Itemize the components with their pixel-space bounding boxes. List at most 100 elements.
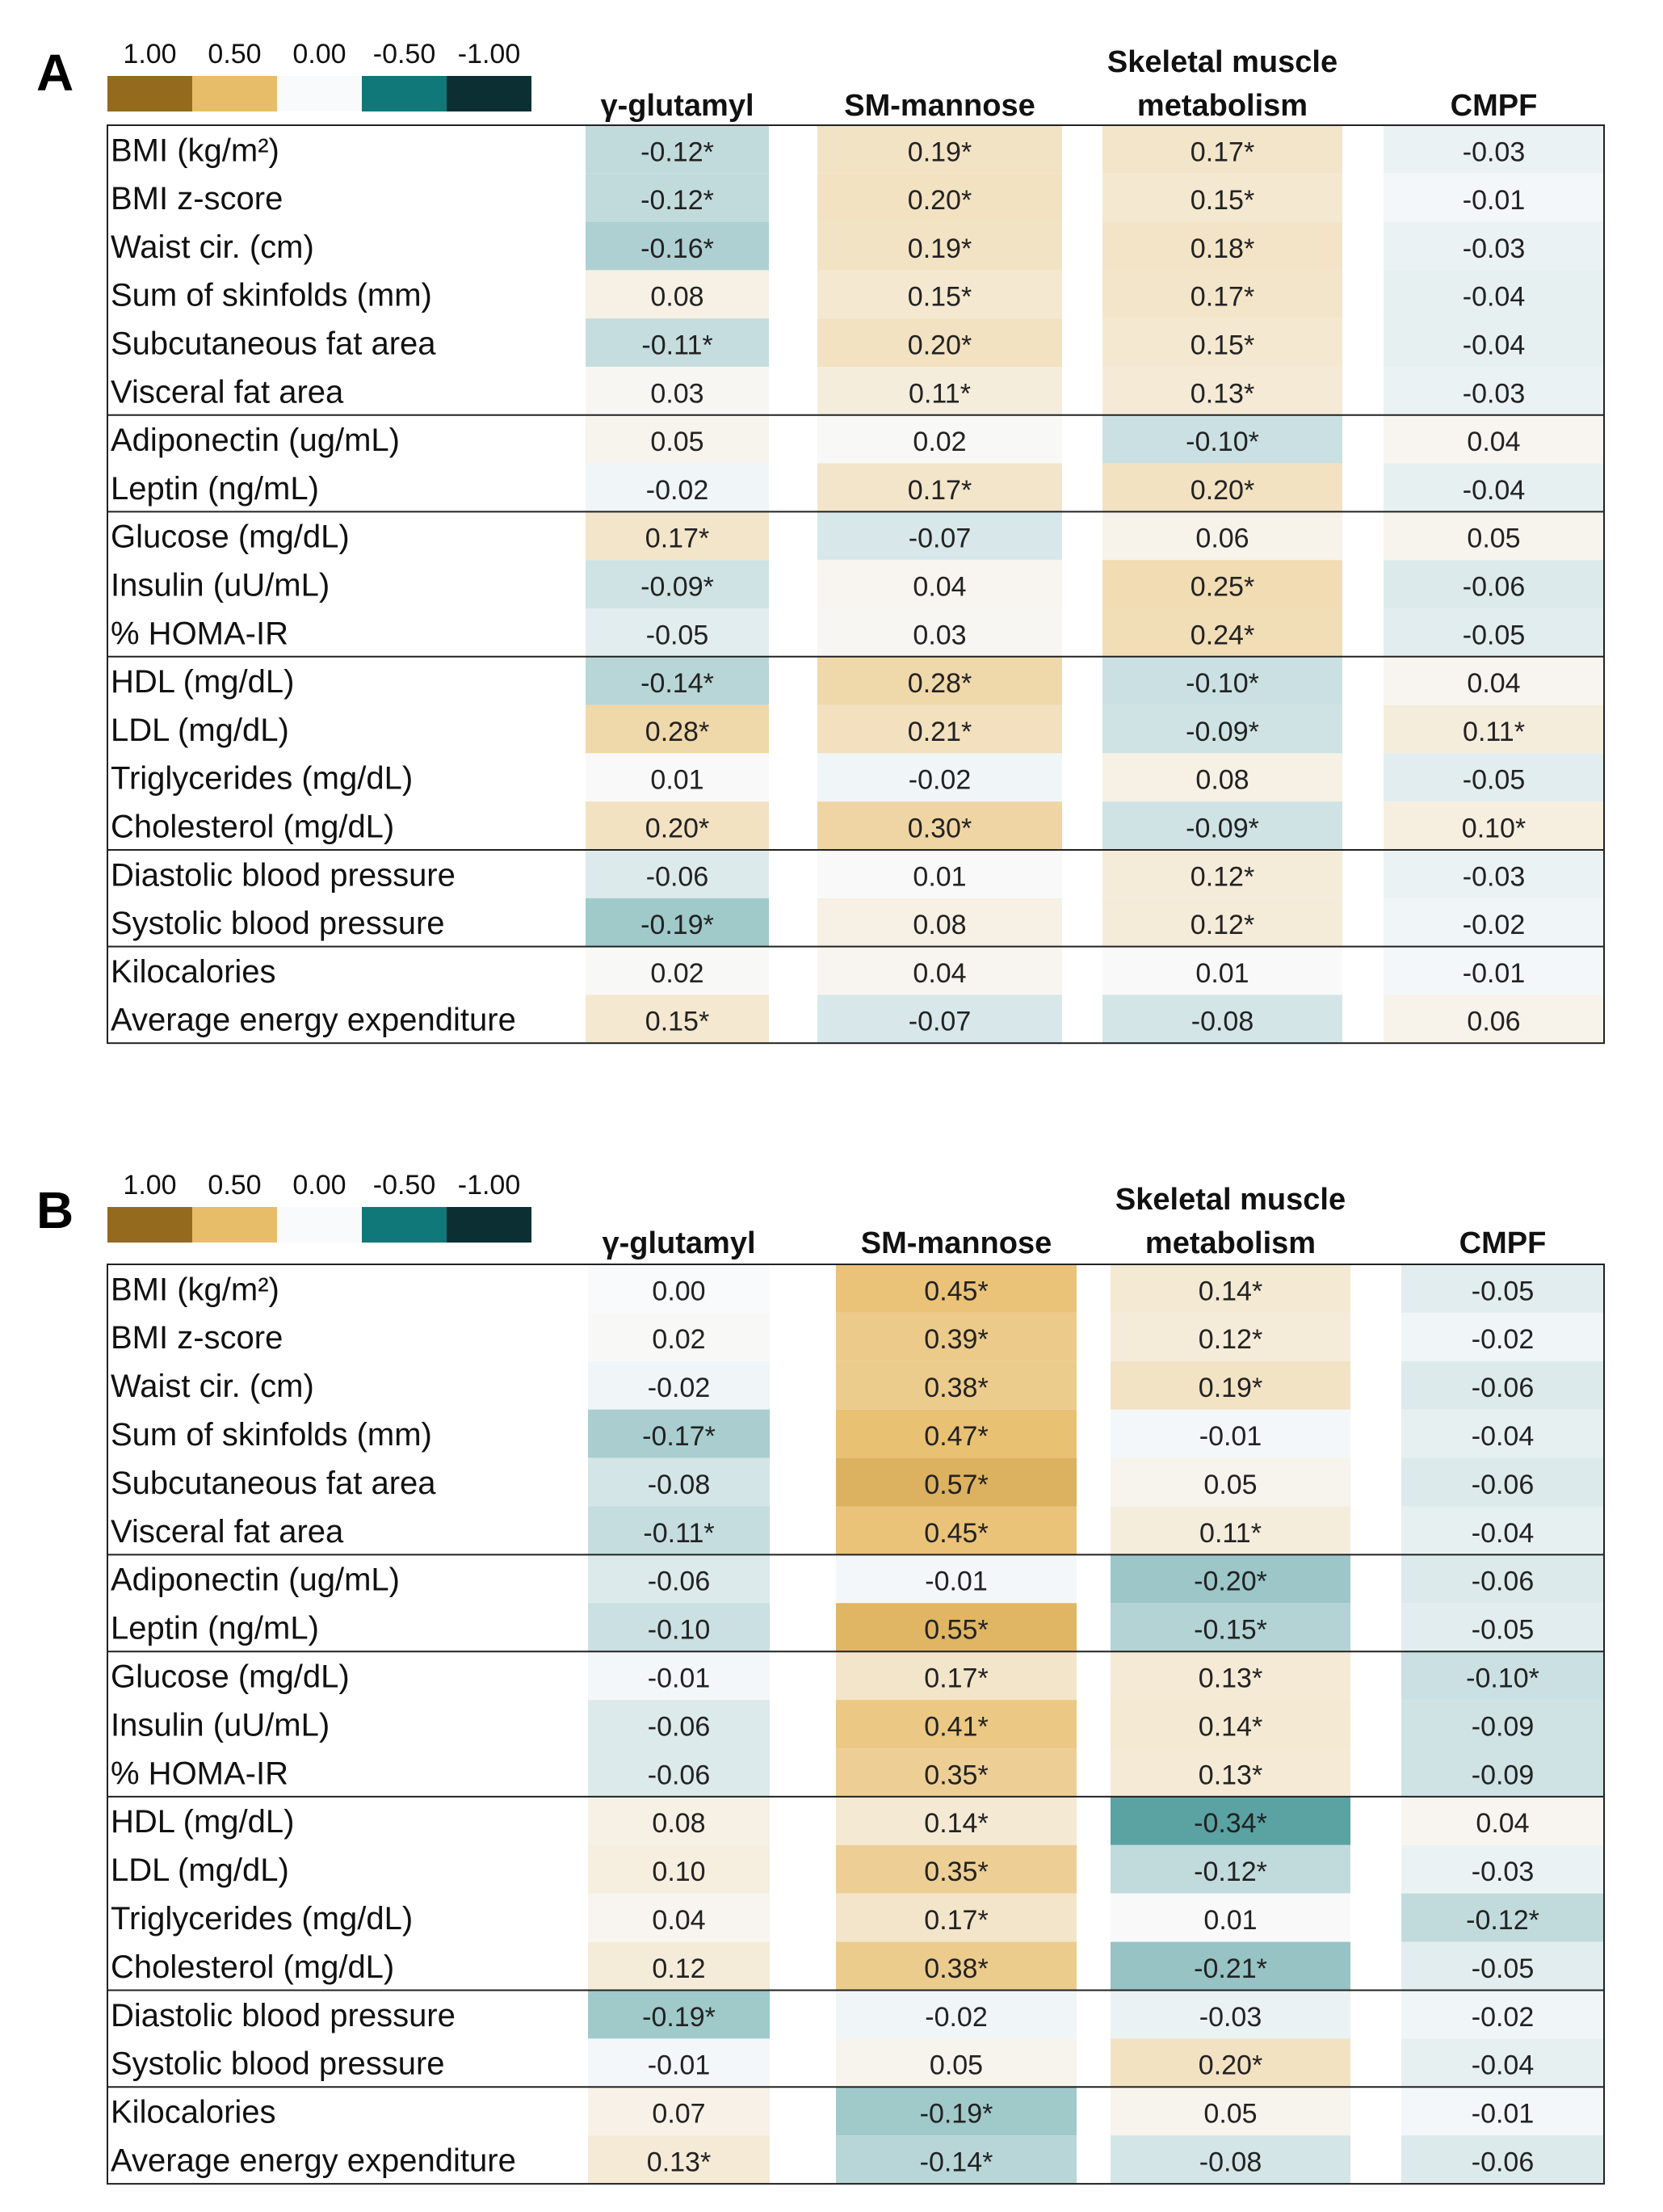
cell-value: -0.01 xyxy=(1463,958,1526,989)
row-label: HDL (mg/dL) xyxy=(111,1804,294,1840)
heatmap-cell xyxy=(1384,173,1604,222)
heatmap-cell xyxy=(1384,850,1604,898)
heatmap-cell xyxy=(1384,125,1604,174)
heatmap-cell xyxy=(586,704,769,754)
legend-tick-label: 1.00 xyxy=(123,39,176,69)
heatmap-cell xyxy=(1102,850,1342,898)
panel-label: A xyxy=(36,44,73,102)
row-label: Glucose (mg/dL) xyxy=(111,519,350,555)
cell-value: -0.16* xyxy=(640,233,714,264)
heatmap-cell xyxy=(1102,221,1342,271)
cell-value: -0.08 xyxy=(1191,1007,1254,1037)
heatmap-cell xyxy=(588,1700,770,1748)
cell-value: -0.19* xyxy=(642,2002,716,2033)
heatmap-cell xyxy=(1384,318,1604,367)
heatmap-cell xyxy=(588,2135,770,2185)
heatmap-cell xyxy=(1384,221,1604,271)
legend-tick-label: 0.00 xyxy=(292,39,346,69)
cell-value: 0.01 xyxy=(913,861,966,892)
cell-value: 0.07 xyxy=(652,2099,705,2130)
legend-tick-label: 0.50 xyxy=(208,39,261,69)
heatmap-cell xyxy=(1102,995,1342,1044)
heatmap-cell xyxy=(817,704,1062,754)
heatmap-cell xyxy=(1102,560,1342,608)
heatmap-cell xyxy=(588,1360,770,1410)
cell-value: -0.01 xyxy=(648,2050,711,2081)
column-header-line: Skeletal muscle xyxy=(1115,1183,1346,1217)
row-label: Sum of skinfolds (mm) xyxy=(111,278,432,313)
column-header: γ-glutamyl xyxy=(602,1226,755,1260)
cell-value: -0.02 xyxy=(1472,2002,1535,2033)
heatmap-cell xyxy=(836,1554,1077,1604)
heatmap-cell xyxy=(588,1603,770,1652)
heatmap-cell xyxy=(817,656,1062,705)
cell-value: -0.10* xyxy=(1186,427,1259,457)
heatmap-cell xyxy=(817,318,1062,367)
cell-value: -0.12* xyxy=(1194,1857,1267,1887)
cell-value: 0.04 xyxy=(1476,1808,1529,1839)
heatmap-cell xyxy=(1102,463,1342,512)
heatmap-cell xyxy=(836,1844,1077,1894)
heatmap-cell xyxy=(588,1941,770,1991)
cell-value: 0.17* xyxy=(924,1905,988,1936)
heatmap-cell xyxy=(586,221,769,271)
row-label: Average energy expenditure xyxy=(111,2143,516,2179)
heatmap-cell xyxy=(1111,1312,1350,1361)
cell-value: 0.45* xyxy=(924,1276,988,1306)
heatmap-cell xyxy=(817,125,1062,174)
cell-value: 0.30* xyxy=(908,813,972,843)
heatmap-cell xyxy=(1111,1748,1350,1797)
heatmap-cell xyxy=(588,1651,770,1701)
cell-value: 0.08 xyxy=(650,282,703,313)
heatmap-cell xyxy=(588,2087,770,2136)
cell-value: 0.17* xyxy=(1191,137,1254,167)
cell-value: 0.11* xyxy=(1199,1518,1262,1549)
heatmap-cell xyxy=(817,511,1062,561)
heatmap-cell xyxy=(1401,1990,1604,2039)
cell-value: -0.03 xyxy=(1463,137,1526,167)
row-label: Triglycerides (mg/dL) xyxy=(111,1901,413,1937)
cell-value: 0.41* xyxy=(924,1711,988,1742)
heatmap-cell xyxy=(1384,704,1604,754)
heatmap-cell xyxy=(588,1312,770,1361)
heatmap-cell xyxy=(1102,753,1342,802)
cell-value: 0.19* xyxy=(908,137,972,167)
row-label: LDL (mg/dL) xyxy=(111,713,289,748)
cell-value: -0.20* xyxy=(1194,1566,1267,1597)
column-header-line: metabolism xyxy=(1145,1226,1316,1260)
cell-value: -0.06 xyxy=(1472,1470,1535,1500)
heatmap-cell xyxy=(1111,1554,1350,1604)
heatmap-cell xyxy=(588,2038,770,2088)
heatmap-cell xyxy=(817,850,1062,898)
cell-value: 0.10* xyxy=(1462,813,1526,843)
cell-value: -0.03 xyxy=(1472,1857,1535,1887)
cell-value: 0.39* xyxy=(924,1324,988,1355)
legend-swatch xyxy=(277,1207,362,1243)
heatmap-cell xyxy=(586,318,769,367)
heatmap-cell xyxy=(1384,995,1604,1044)
cell-value: -0.06 xyxy=(1463,571,1526,602)
legend-swatch xyxy=(447,1207,531,1243)
heatmap-cell xyxy=(1401,2087,1604,2136)
heatmap-cell xyxy=(1111,1603,1350,1652)
row-label: Adiponectin (ug/mL) xyxy=(111,423,400,458)
cell-value: -0.06 xyxy=(648,1760,711,1790)
heatmap-cell xyxy=(817,946,1062,995)
row-label: Adiponectin (ug/mL) xyxy=(111,1562,400,1598)
heatmap-cell xyxy=(836,1312,1077,1361)
heatmap-cell xyxy=(1111,1651,1350,1701)
legend-swatch xyxy=(192,1207,277,1243)
cell-value: 0.20* xyxy=(908,330,972,360)
cell-value: 0.20* xyxy=(645,813,709,843)
row-label: Cholesterol (mg/dL) xyxy=(111,809,394,844)
cell-value: 0.45* xyxy=(924,1518,988,1549)
cell-value: 0.05 xyxy=(1203,1470,1257,1500)
heatmap-cell xyxy=(836,1457,1077,1507)
heatmap-cell xyxy=(1384,753,1604,802)
heatmap-cell xyxy=(586,850,769,898)
legend-swatch xyxy=(277,76,362,111)
row-label: Average energy expenditure xyxy=(111,1003,516,1038)
row-label: Visceral fat area xyxy=(111,374,344,410)
heatmap-cell xyxy=(1401,1603,1604,1652)
cell-value: -0.19* xyxy=(640,910,714,940)
